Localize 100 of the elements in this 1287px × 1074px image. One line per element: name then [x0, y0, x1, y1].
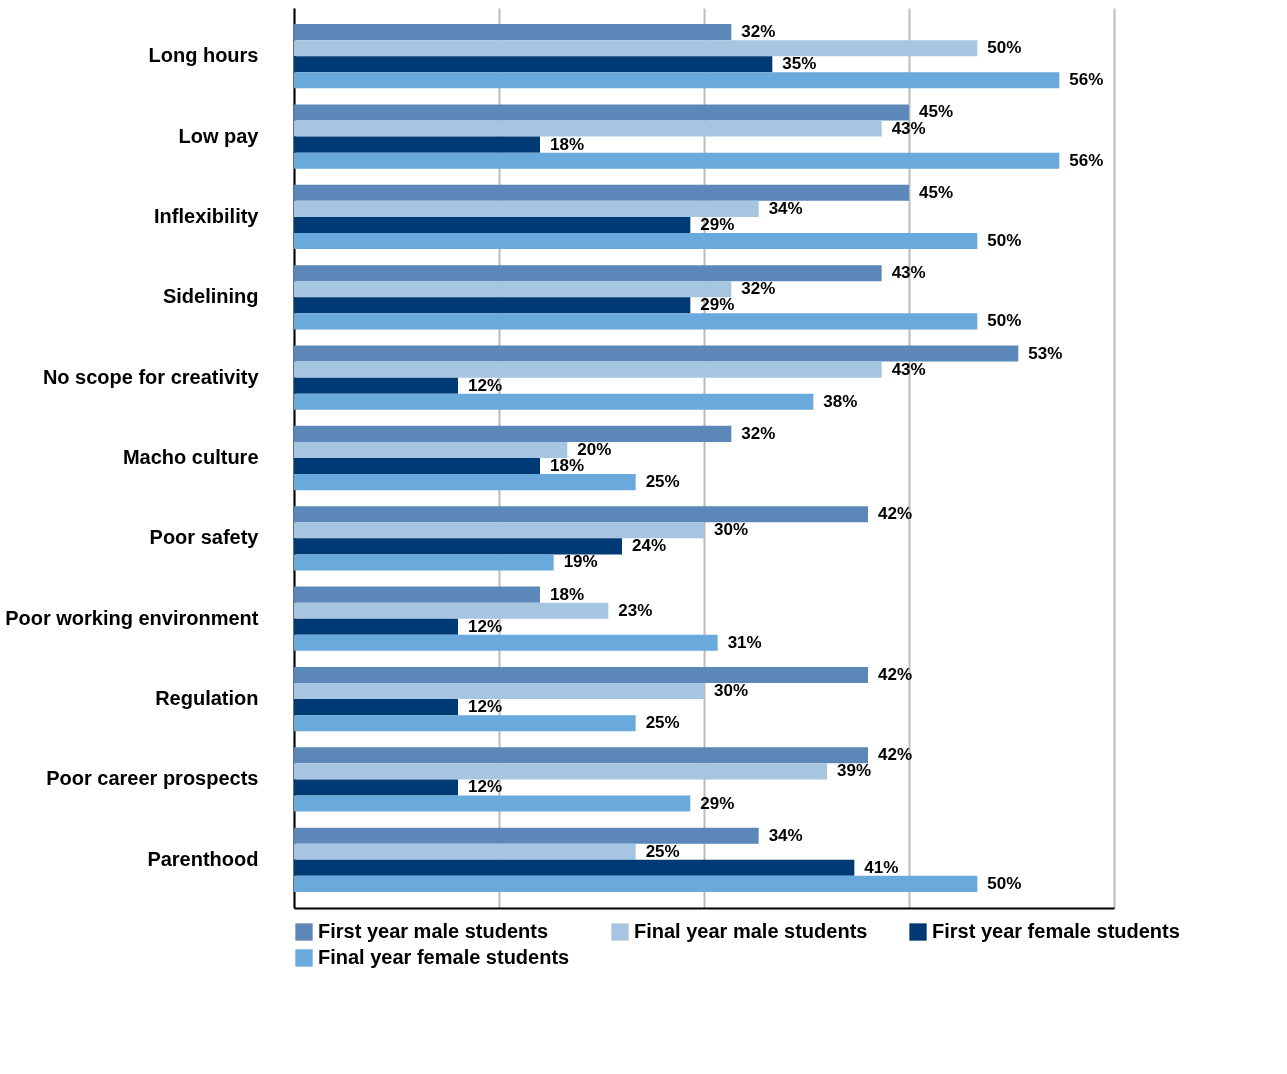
legend-label: Final year female students: [318, 946, 570, 968]
bar: [294, 875, 978, 892]
bar: [294, 474, 636, 491]
data-label: 12%: [468, 375, 503, 395]
data-label: 32%: [741, 22, 776, 42]
bar: [294, 216, 691, 233]
y-tick-label: Poor career prospects: [46, 767, 259, 790]
data-label: 56%: [1069, 70, 1104, 90]
data-label: 18%: [550, 134, 585, 154]
bar: [294, 281, 732, 298]
data-label: 42%: [878, 745, 913, 765]
bar: [294, 233, 978, 250]
data-label: 38%: [823, 391, 858, 411]
bar: [294, 441, 568, 458]
bar: [294, 345, 1019, 362]
y-tick-label: Low pay: [178, 124, 260, 147]
bar: [294, 120, 882, 137]
bar: [294, 859, 855, 876]
bar: [294, 72, 1060, 89]
bar: [294, 602, 609, 619]
data-label: 12%: [468, 616, 503, 636]
y-tick-label: Poor working environment: [5, 606, 259, 629]
data-label: 25%: [645, 472, 680, 492]
data-label: 34%: [768, 198, 803, 218]
legend-label: First year female students: [932, 920, 1180, 942]
y-tick-label: No scope for creativity: [42, 365, 260, 388]
data-label: 56%: [1069, 150, 1104, 170]
data-label: 43%: [891, 263, 926, 283]
data-label: 50%: [987, 311, 1022, 331]
data-label: 45%: [919, 182, 954, 202]
bar: [294, 313, 978, 330]
data-label: 53%: [1028, 343, 1063, 363]
bar: [294, 699, 458, 716]
data-label: 12%: [468, 777, 503, 797]
data-label: 20%: [577, 439, 612, 459]
y-tick-label: Sidelining: [162, 285, 259, 308]
y-tick-label: Poor safety: [149, 526, 260, 549]
bar: [294, 634, 718, 651]
legend-label: Final year male students: [634, 920, 868, 942]
bar: [294, 715, 636, 732]
bar: [294, 795, 691, 812]
bar: [294, 361, 882, 378]
data-label: 32%: [741, 423, 776, 443]
bar: [294, 506, 868, 523]
data-label: 50%: [987, 38, 1022, 58]
data-label: 29%: [700, 793, 735, 813]
bar: [294, 538, 622, 555]
bar: [294, 56, 773, 73]
data-label: 29%: [700, 214, 735, 234]
bar: [294, 40, 978, 57]
bar: [294, 152, 1060, 169]
bar: [294, 522, 704, 539]
data-label: 25%: [645, 713, 680, 733]
data-label: 50%: [987, 231, 1022, 251]
bar: [294, 586, 540, 603]
data-label: 30%: [714, 681, 749, 701]
bar: [294, 683, 704, 700]
data-label: 30%: [714, 520, 749, 540]
y-tick-label: Parenthood: [147, 847, 259, 870]
bar: [294, 425, 732, 442]
data-label: 24%: [632, 536, 667, 556]
data-label: 32%: [741, 279, 776, 299]
bar: [294, 554, 554, 571]
y-tick-label: Regulation: [155, 687, 259, 710]
data-label: 42%: [878, 664, 913, 684]
data-label: 25%: [645, 841, 680, 861]
data-label: 35%: [782, 54, 817, 74]
bar: [294, 458, 540, 475]
bar: [294, 618, 458, 635]
bar: [294, 666, 868, 683]
data-label: 34%: [768, 825, 803, 845]
bar: [294, 843, 636, 860]
legend-label: First year male students: [318, 920, 549, 942]
bar: [294, 377, 458, 394]
data-label: 23%: [618, 600, 653, 620]
y-tick-label: Inflexibility: [154, 204, 260, 227]
data-label: 39%: [837, 761, 872, 781]
data-label: 31%: [727, 632, 762, 652]
data-label: 18%: [550, 456, 585, 476]
bar: [294, 747, 868, 764]
data-label: 42%: [878, 504, 913, 524]
bar: [294, 136, 540, 153]
data-label: 50%: [987, 873, 1022, 893]
data-label: 12%: [468, 697, 503, 717]
data-label: 18%: [550, 584, 585, 604]
bar: [294, 200, 759, 217]
data-label: 41%: [864, 857, 899, 877]
bar: [294, 779, 458, 796]
data-label: 43%: [891, 359, 926, 379]
bar: [294, 184, 909, 201]
bar: [294, 297, 691, 314]
bar: [294, 265, 882, 282]
data-label: 19%: [563, 552, 598, 572]
bar: [294, 104, 909, 121]
y-tick-label: Macho culture: [122, 446, 259, 468]
bar: [294, 24, 732, 41]
bar: [294, 763, 827, 780]
bar: [294, 393, 814, 410]
bar: [294, 827, 759, 844]
data-label: 29%: [700, 295, 735, 315]
